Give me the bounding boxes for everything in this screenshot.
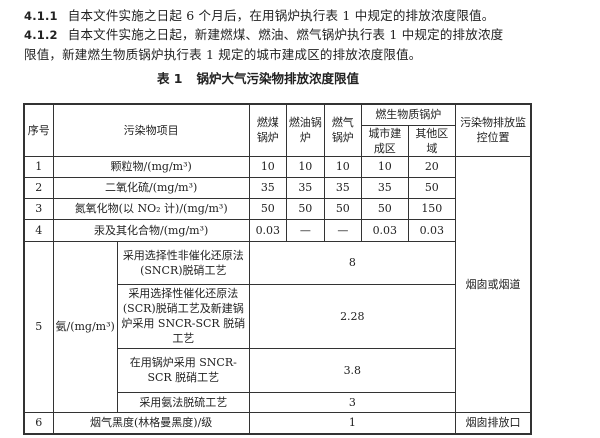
cell-value: 8 <box>248 240 456 285</box>
cell-process: 采用选择性催化还原法(SCR)脱硝工艺及新建锅炉采用 SNCR-SCR 脱硝工艺 <box>116 283 250 349</box>
cell-item: 氮氧化物(以 NO₂ 计)/(mg/m³) <box>52 197 250 220</box>
cell-value: 3 <box>248 391 456 413</box>
cell-process: 在用锅炉采用 SNCR-SCR 脱硝工艺 <box>116 347 250 393</box>
cell-no: 1 <box>23 155 54 178</box>
header-oil: 燃油锅炉 <box>285 103 325 157</box>
cell-coal: 0.03 <box>248 218 287 242</box>
cell-oil: — <box>285 218 325 242</box>
cell-other: 50 <box>407 176 456 199</box>
cell-monitor-stack: 烟囱排放口 <box>454 411 532 435</box>
table-row: 2 二氧化硫/(mg/m³) 35 35 35 35 50 <box>23 176 531 199</box>
header-monitor: 污染物排放监控位置 <box>454 103 532 157</box>
cell-item: 烟气黑度(林格曼黑度)/级 <box>52 411 250 435</box>
paragraph-4-1-2: 4.1.2 自本文件实施之日起，新建燃煤、燃油、燃气锅炉执行表 1 中规定的排放浓… <box>24 27 504 62</box>
table-row: 3 氮氧化物(以 NO₂ 计)/(mg/m³) 50 50 50 50 150 <box>23 197 531 220</box>
header-item: 污染物项目 <box>52 103 250 157</box>
header-coal: 燃煤锅炉 <box>248 103 287 157</box>
cell-item: 颗粒物/(mg/m³) <box>52 155 250 178</box>
cell-other: 150 <box>407 197 456 220</box>
cell-coal: 50 <box>248 197 287 220</box>
header-biomass: 燃生物质锅炉 <box>360 103 456 126</box>
table-row: 在用锅炉采用 SNCR-SCR 脱硝工艺 3.8 <box>24 347 531 393</box>
header-row: 序号 污染物项目 燃煤锅炉 燃油锅炉 燃气锅炉 燃生物质锅炉 污染物排放监控位置 <box>23 103 532 157</box>
cell-coal: 35 <box>248 176 287 199</box>
cell-no: 5 <box>23 240 54 413</box>
cell-gas: 35 <box>323 176 362 199</box>
header-gas: 燃气锅炉 <box>323 103 362 157</box>
table-row: 采用选择性催化还原法(SCR)脱硝工艺及新建锅炉采用 SNCR-SCR 脱硝工艺… <box>24 283 531 349</box>
cell-gas: — <box>323 218 362 242</box>
table-title: 表 1 锅炉大气污染物排放浓度限值 <box>156 71 360 86</box>
table-row: 5 氨/(mg/m³) 采用选择性非催化还原法(SNCR)脱硝工艺 8 <box>23 240 531 413</box>
cell-urban: 35 <box>360 176 409 199</box>
cell-other: 0.03 <box>407 218 456 242</box>
cell-oil: 50 <box>285 197 325 220</box>
cell-oil: 10 <box>285 155 325 178</box>
cell-value: 2.28 <box>248 283 456 349</box>
cell-item: 二氧化硫/(mg/m³) <box>52 176 250 199</box>
cell-no: 6 <box>23 411 54 435</box>
cell-gas: 10 <box>323 155 362 178</box>
cell-value: 1 <box>248 411 456 435</box>
header-subrow: 城市建成区 其他区域 <box>24 124 531 157</box>
header-urban: 城市建成区 <box>360 124 409 157</box>
cell-item: 汞及其化合物/(mg/m³) <box>52 218 250 242</box>
cell-urban: 50 <box>360 197 409 220</box>
cell-urban: 0.03 <box>360 218 409 242</box>
cell-process: 采用选择性非催化还原法(SNCR)脱硝工艺 <box>116 240 250 285</box>
table-row: 6 烟气黑度(林格曼黑度)/级 1 烟囱排放口 <box>23 411 532 435</box>
cell-monitor-flue: 烟囱或烟道 <box>454 155 532 413</box>
emission-limits-table: 序号 污染物项目 燃煤锅炉 燃油锅炉 燃气锅炉 燃生物质锅炉 污染物排放监控位置… <box>23 103 533 435</box>
header-no: 序号 <box>23 103 54 157</box>
cell-process: 采用氨法脱硫工艺 <box>116 391 250 413</box>
table-row: 采用氨法脱硫工艺 3 <box>24 391 531 413</box>
cell-no: 2 <box>23 176 54 199</box>
cell-no: 3 <box>23 197 54 220</box>
cell-value: 3.8 <box>248 347 456 393</box>
cell-other: 20 <box>407 155 456 178</box>
table-row: 1 颗粒物/(mg/m³) 10 10 10 10 20 烟囱或烟道 <box>23 155 532 413</box>
cell-oil: 35 <box>285 176 325 199</box>
cell-ammonia-item: 氨/(mg/m³) <box>52 240 118 413</box>
cell-coal: 10 <box>248 155 287 178</box>
cell-urban: 10 <box>360 155 409 178</box>
header-other: 其他区域 <box>407 124 456 157</box>
table-row: 4 汞及其化合物/(mg/m³) 0.03— —0.03 0.03 <box>23 218 531 242</box>
cell-gas: 50 <box>323 197 362 220</box>
cell-no: 4 <box>23 218 54 242</box>
paragraph-4-1-1: 4.1.1 自本文件实施之日起 6 个月后，在用锅炉执行表 1 中规定的排放浓度限… <box>24 8 495 23</box>
